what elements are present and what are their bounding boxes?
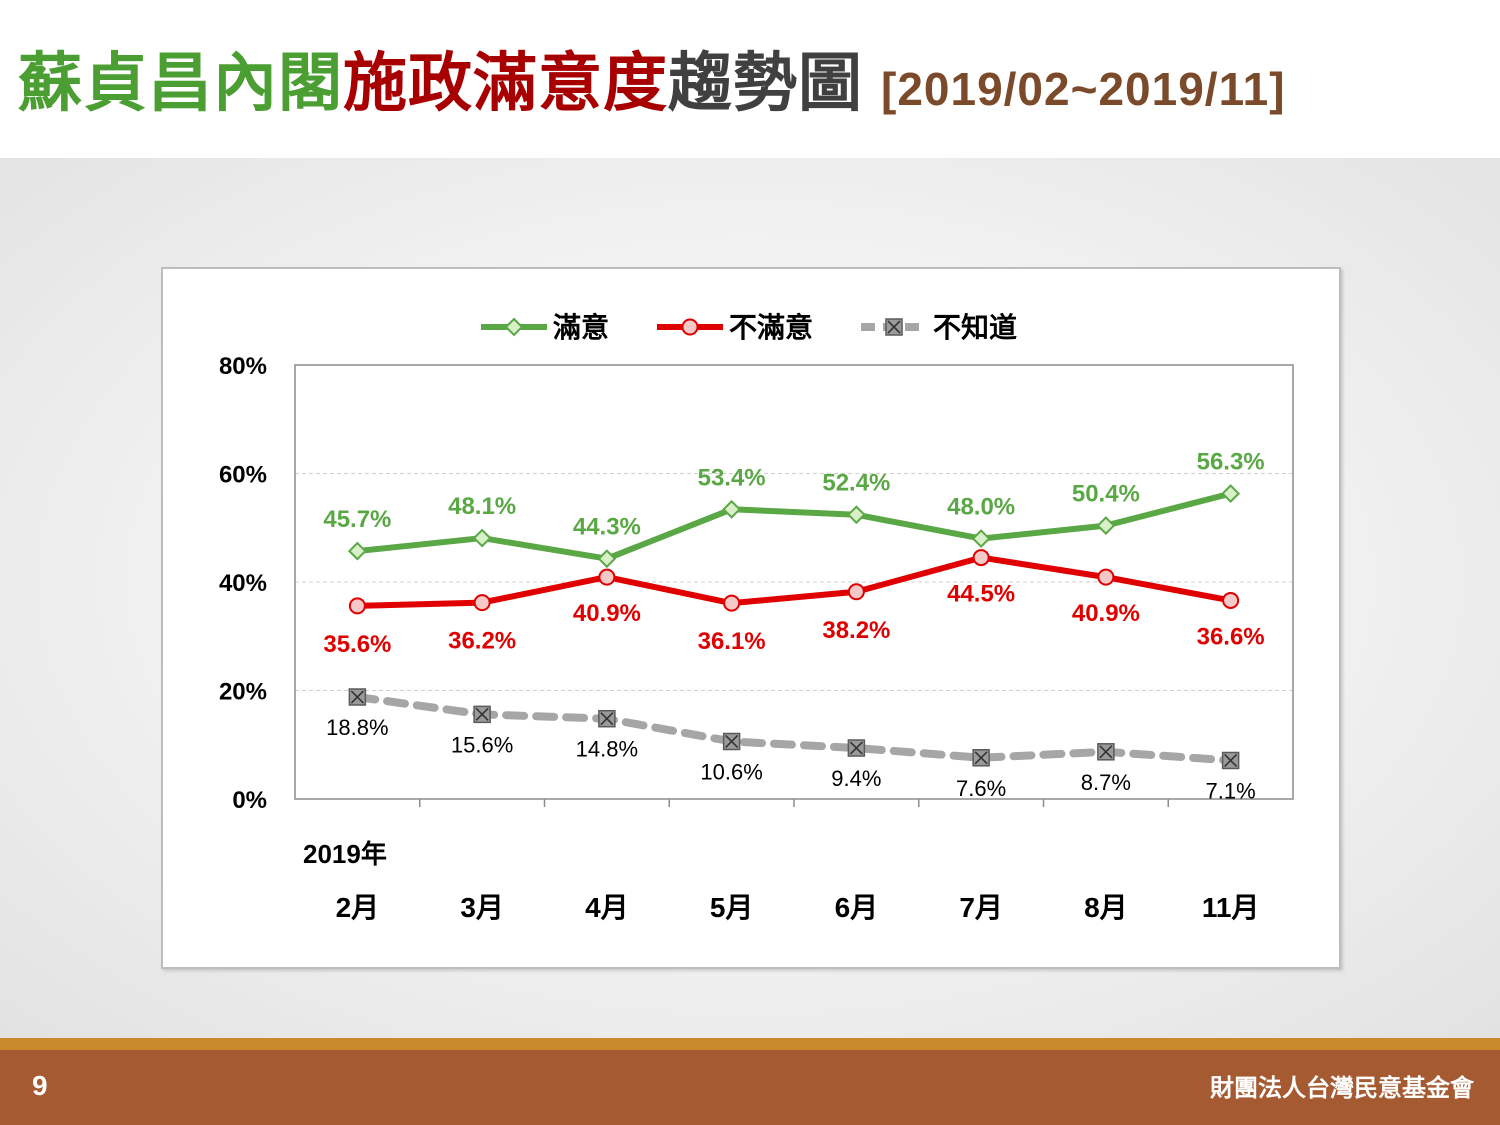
data-point-satisfied <box>722 499 742 519</box>
data-label-unknown: 8.7% <box>1081 770 1131 795</box>
title-bar: 蘇貞昌內閣施政滿意度趨勢圖 [2019/02~2019/11] <box>0 0 1500 158</box>
data-label-dissatisfied: 36.2% <box>448 628 516 655</box>
organization-name: 財團法人台灣民意基金會 <box>1210 1074 1474 1102</box>
y-tick-label: 0% <box>232 787 267 814</box>
data-label-dissatisfied: 35.6% <box>323 631 391 658</box>
data-point-dissatisfied <box>972 549 990 567</box>
data-label-unknown: 14.8% <box>576 737 638 762</box>
data-label-dissatisfied: 44.5% <box>947 581 1015 608</box>
data-point-dissatisfied <box>473 594 491 612</box>
data-label-satisfied: 56.3% <box>1197 449 1265 476</box>
data-point-dissatisfied <box>723 594 741 612</box>
data-label-dissatisfied: 40.9% <box>1072 600 1140 627</box>
data-label-unknown: 18.8% <box>326 715 388 740</box>
data-point-dissatisfied <box>847 583 865 601</box>
y-tick-label: 60% <box>219 462 267 489</box>
data-label-unknown: 10.6% <box>700 759 762 784</box>
page-title: 蘇貞昌內閣施政滿意度趨勢圖 [2019/02~2019/11] <box>18 44 1286 129</box>
x-tick-label: 5月 <box>710 892 754 923</box>
data-label-satisfied: 52.4% <box>822 470 890 497</box>
data-point-unknown-cross <box>887 320 901 334</box>
data-label-unknown: 15.6% <box>451 732 513 757</box>
data-point-dissatisfied <box>1222 591 1240 609</box>
data-label-unknown: 7.1% <box>1206 778 1256 803</box>
data-point-unknown-cross <box>1099 745 1113 759</box>
y-tick-label: 40% <box>219 570 267 597</box>
title-part-trend: 趨勢圖 <box>668 47 863 121</box>
data-point-dissatisfied <box>348 597 366 615</box>
data-point-satisfied <box>347 541 367 561</box>
data-point-unknown-cross <box>600 712 614 726</box>
data-point-dissatisfied <box>598 568 616 586</box>
legend-label-dissatisfied: 不滿意 <box>729 311 813 343</box>
data-label-unknown: 7.6% <box>956 776 1006 801</box>
x-tick-label: 3月 <box>460 892 504 923</box>
y-tick-label: 20% <box>219 679 267 706</box>
x-axis-year-label: 2019年 <box>303 839 387 869</box>
series-satisfied <box>354 490 1234 562</box>
data-point-satisfied <box>846 505 866 525</box>
data-label-dissatisfied: 36.1% <box>698 628 766 655</box>
data-point-satisfied <box>504 317 524 337</box>
title-part-cabinet: 蘇貞昌內閣 <box>18 47 343 121</box>
data-label-dissatisfied: 38.2% <box>822 617 890 644</box>
series-line-satisfied <box>354 490 1234 562</box>
data-point-satisfied <box>1221 484 1241 503</box>
data-label-satisfied: 50.4% <box>1072 481 1140 508</box>
title-part-satisfaction: 施政滿意度 <box>343 47 668 121</box>
legend-label-satisfied: 滿意 <box>553 311 609 343</box>
data-point-satisfied <box>472 528 492 548</box>
x-tick-label: 11月 <box>1202 892 1260 923</box>
x-tick-label: 7月 <box>959 892 1003 923</box>
data-point-dissatisfied <box>1097 568 1115 586</box>
x-tick-label: 8月 <box>1084 892 1128 923</box>
footer-accent-line <box>0 1038 1500 1050</box>
data-label-satisfied: 53.4% <box>698 464 766 491</box>
data-point-satisfied <box>597 549 617 569</box>
data-point-satisfied <box>971 529 991 549</box>
legend-label-unknown: 不知道 <box>933 311 1017 343</box>
data-point-satisfied <box>1096 516 1116 535</box>
data-point-unknown-cross <box>1224 753 1238 768</box>
data-label-satisfied: 45.7% <box>323 506 391 533</box>
series-unknown <box>353 693 1235 765</box>
data-point-unknown-cross <box>350 690 364 704</box>
chart-panel: 0% 20% 40% 60% 80% 2019年 2月 3月 4月 5月 6月 7月 8月 11月 45.7… <box>161 267 1341 969</box>
data-label-satisfied: 48.1% <box>448 493 516 520</box>
data-point-unknown-cross <box>725 734 739 749</box>
data-point-unknown-cross <box>974 751 988 765</box>
data-label-unknown: 9.4% <box>831 766 881 791</box>
data-label-dissatisfied: 36.6% <box>1197 623 1265 650</box>
title-date-range: [2019/02~2019/11] <box>881 63 1286 115</box>
data-label-dissatisfied: 40.9% <box>573 600 641 627</box>
y-tick-label: 80% <box>219 353 267 380</box>
series-line-dissatisfied <box>354 554 1234 609</box>
data-label-satisfied: 48.0% <box>947 494 1015 521</box>
data-point-dissatisfied <box>681 318 699 336</box>
x-tick-label: 6月 <box>835 892 879 923</box>
line-chart: 0% 20% 40% 60% 80% 2019年 2月 3月 4月 5月 6月 7月 8月 11月 45.7… <box>219 311 1294 923</box>
series-line-unknown <box>353 693 1235 765</box>
x-tick-label: 4月 <box>585 892 629 923</box>
data-point-unknown-cross <box>849 741 863 755</box>
series-dissatisfied <box>354 554 1234 609</box>
data-label-satisfied: 44.3% <box>573 514 641 541</box>
x-tick-label: 2月 <box>336 892 380 923</box>
footer-bar: 9 財團法人台灣民意基金會 <box>0 1050 1500 1125</box>
data-point-unknown-cross <box>475 707 489 721</box>
page-number: 9 <box>32 1070 48 1101</box>
